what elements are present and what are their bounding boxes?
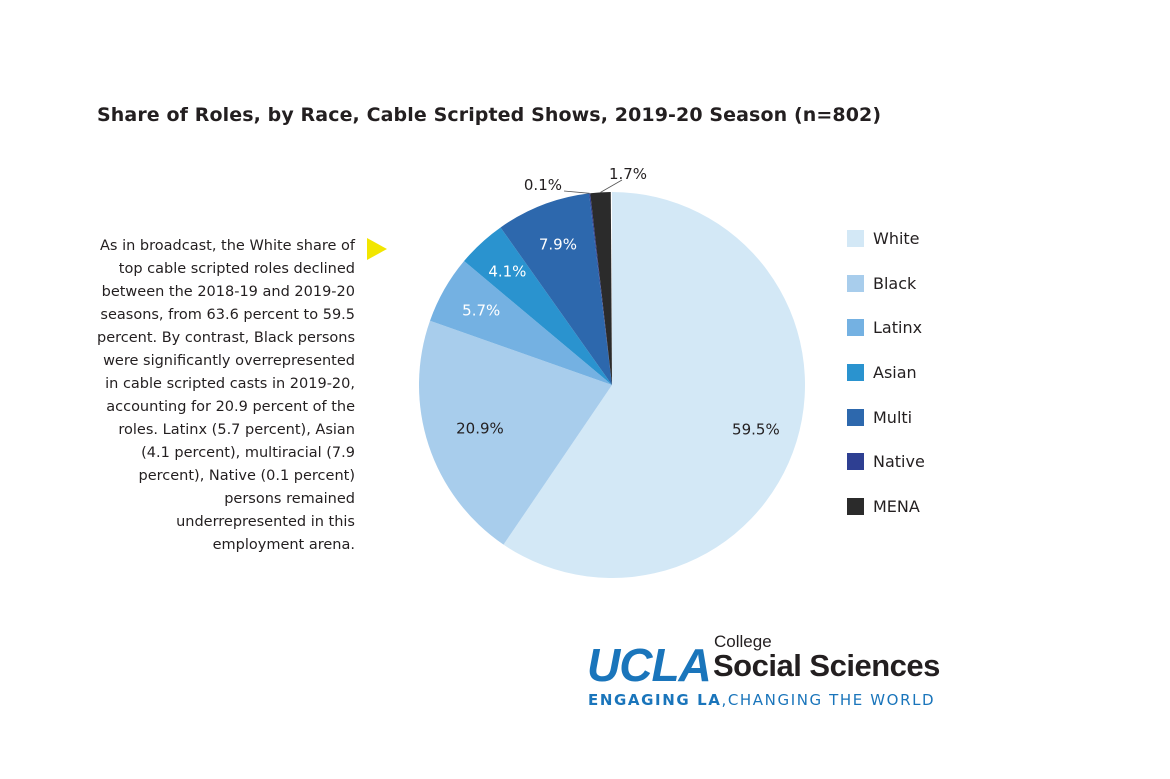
legend-item-multi: Multi (847, 395, 925, 440)
legend-item-asian: Asian (847, 350, 925, 395)
legend-label: White (873, 228, 920, 248)
data-label-native: 0.1% (524, 176, 562, 194)
leader-line-native (563, 190, 590, 194)
legend-swatch (847, 408, 864, 426)
pie-slice-native (589, 193, 612, 385)
legend-item-black: Black (847, 261, 925, 306)
logo-ucla: UCLA (587, 639, 712, 691)
legend-swatch (847, 319, 864, 337)
data-label-multi: 7.9% (539, 236, 577, 254)
legend-label: MENA (873, 496, 920, 516)
legend-swatch (847, 274, 864, 292)
pointer-arrow-icon (367, 238, 387, 260)
pie-slice-multi (500, 193, 612, 385)
pie-slice-asian (464, 227, 612, 385)
legend-label: Latinx (873, 318, 923, 338)
legend-item-native: Native (847, 439, 925, 484)
legend-label: Asian (873, 362, 917, 382)
legend-swatch (847, 229, 864, 247)
legend-item-white: White (847, 216, 925, 261)
logo-college: College (714, 632, 772, 651)
data-label-black: 20.9% (456, 419, 504, 437)
pie-slice-mena (590, 192, 612, 385)
data-label-mena: 1.7% (609, 165, 647, 183)
leader-line-mena (600, 179, 623, 193)
pie-slice-black (419, 320, 612, 545)
logo-social-sciences: Social Sciences (713, 648, 940, 683)
pie-slice-latinx (430, 261, 612, 385)
data-label-asian: 4.1% (488, 262, 526, 280)
data-label-white: 59.5% (732, 420, 780, 438)
legend-label: Native (873, 452, 925, 472)
description-text: As in broadcast, the White share of top … (96, 238, 355, 553)
legend-swatch (847, 363, 864, 381)
legend: White Black Latinx Asian Multi Native MENA (847, 216, 925, 529)
chart-title: Share of Roles, by Race, Cable Scripted … (97, 104, 882, 126)
legend-item-mena: MENA (847, 484, 925, 529)
legend-swatch (847, 453, 864, 471)
tagline-rest: ,CHANGING THE WORLD (721, 691, 936, 709)
pie-slice-white (503, 192, 806, 578)
tagline-bold: ENGAGING LA (588, 691, 722, 709)
legend-item-latinx: Latinx (847, 305, 925, 350)
legend-swatch (847, 497, 864, 515)
legend-label: Multi (873, 407, 913, 427)
legend-label: Black (873, 273, 917, 293)
data-label-latinx: 5.7% (462, 301, 500, 319)
logo-tagline: ENGAGING LA,CHANGING THE WORLD (588, 691, 935, 709)
